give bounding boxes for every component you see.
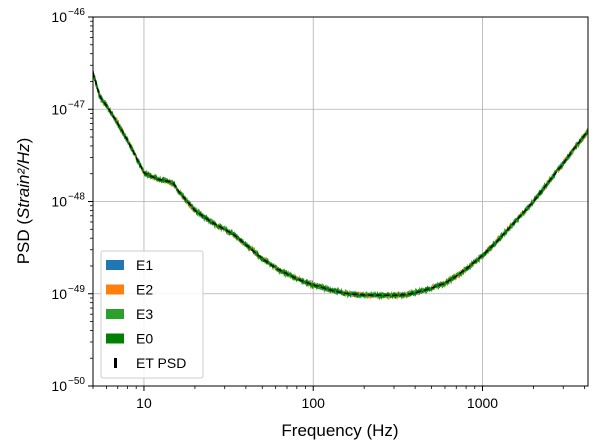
legend-swatch-e3 <box>106 309 124 319</box>
axis-ticks <box>88 16 585 391</box>
legend-swatch-e0 <box>106 333 124 344</box>
x-tick-label: 1000 <box>467 395 498 411</box>
legend-frame <box>100 250 204 379</box>
x-tick-label: 10 <box>136 395 152 411</box>
y-tick-label: 10 <box>51 101 67 117</box>
y-tick-label: 10 <box>51 9 67 25</box>
legend-label-e2: E2 <box>136 282 153 298</box>
x-tick-label: 100 <box>302 395 326 411</box>
legend-label-et-psd: ET PSD <box>136 355 186 371</box>
plot-area <box>93 70 588 301</box>
legend-label-e3: E3 <box>136 306 153 322</box>
y-tick-exponent: −50 <box>68 376 85 387</box>
legend-label-e1: E1 <box>136 257 153 273</box>
y-tick-exponent: −46 <box>68 7 85 18</box>
legend-swatch-e2 <box>106 284 124 295</box>
y-axis-title-math: Strain²/Hz <box>14 143 33 219</box>
y-axis-title-suffix: ) <box>14 138 33 144</box>
y-tick-label: 10 <box>51 378 67 394</box>
y-tick-label: 10 <box>51 194 67 210</box>
x-axis-title: Frequency (Hz) <box>281 421 398 440</box>
series-layer <box>93 70 588 301</box>
legend-swatch-et-psd <box>114 358 117 368</box>
y-tick-exponent: −49 <box>68 284 85 295</box>
y-axis-title: PSD (Strain²/Hz) <box>14 138 33 265</box>
y-tick-exponent: −48 <box>68 192 85 203</box>
legend-label-e0: E0 <box>136 331 153 347</box>
series-et-psd <box>93 72 588 297</box>
y-tick-label: 10 <box>51 286 67 302</box>
y-tick-exponent: −47 <box>68 99 85 110</box>
y-axis-title-prefix: PSD ( <box>14 219 33 265</box>
legend: E1 E2 E3 E0 ET PSD <box>100 250 204 379</box>
legend-swatch-e1 <box>106 260 124 270</box>
